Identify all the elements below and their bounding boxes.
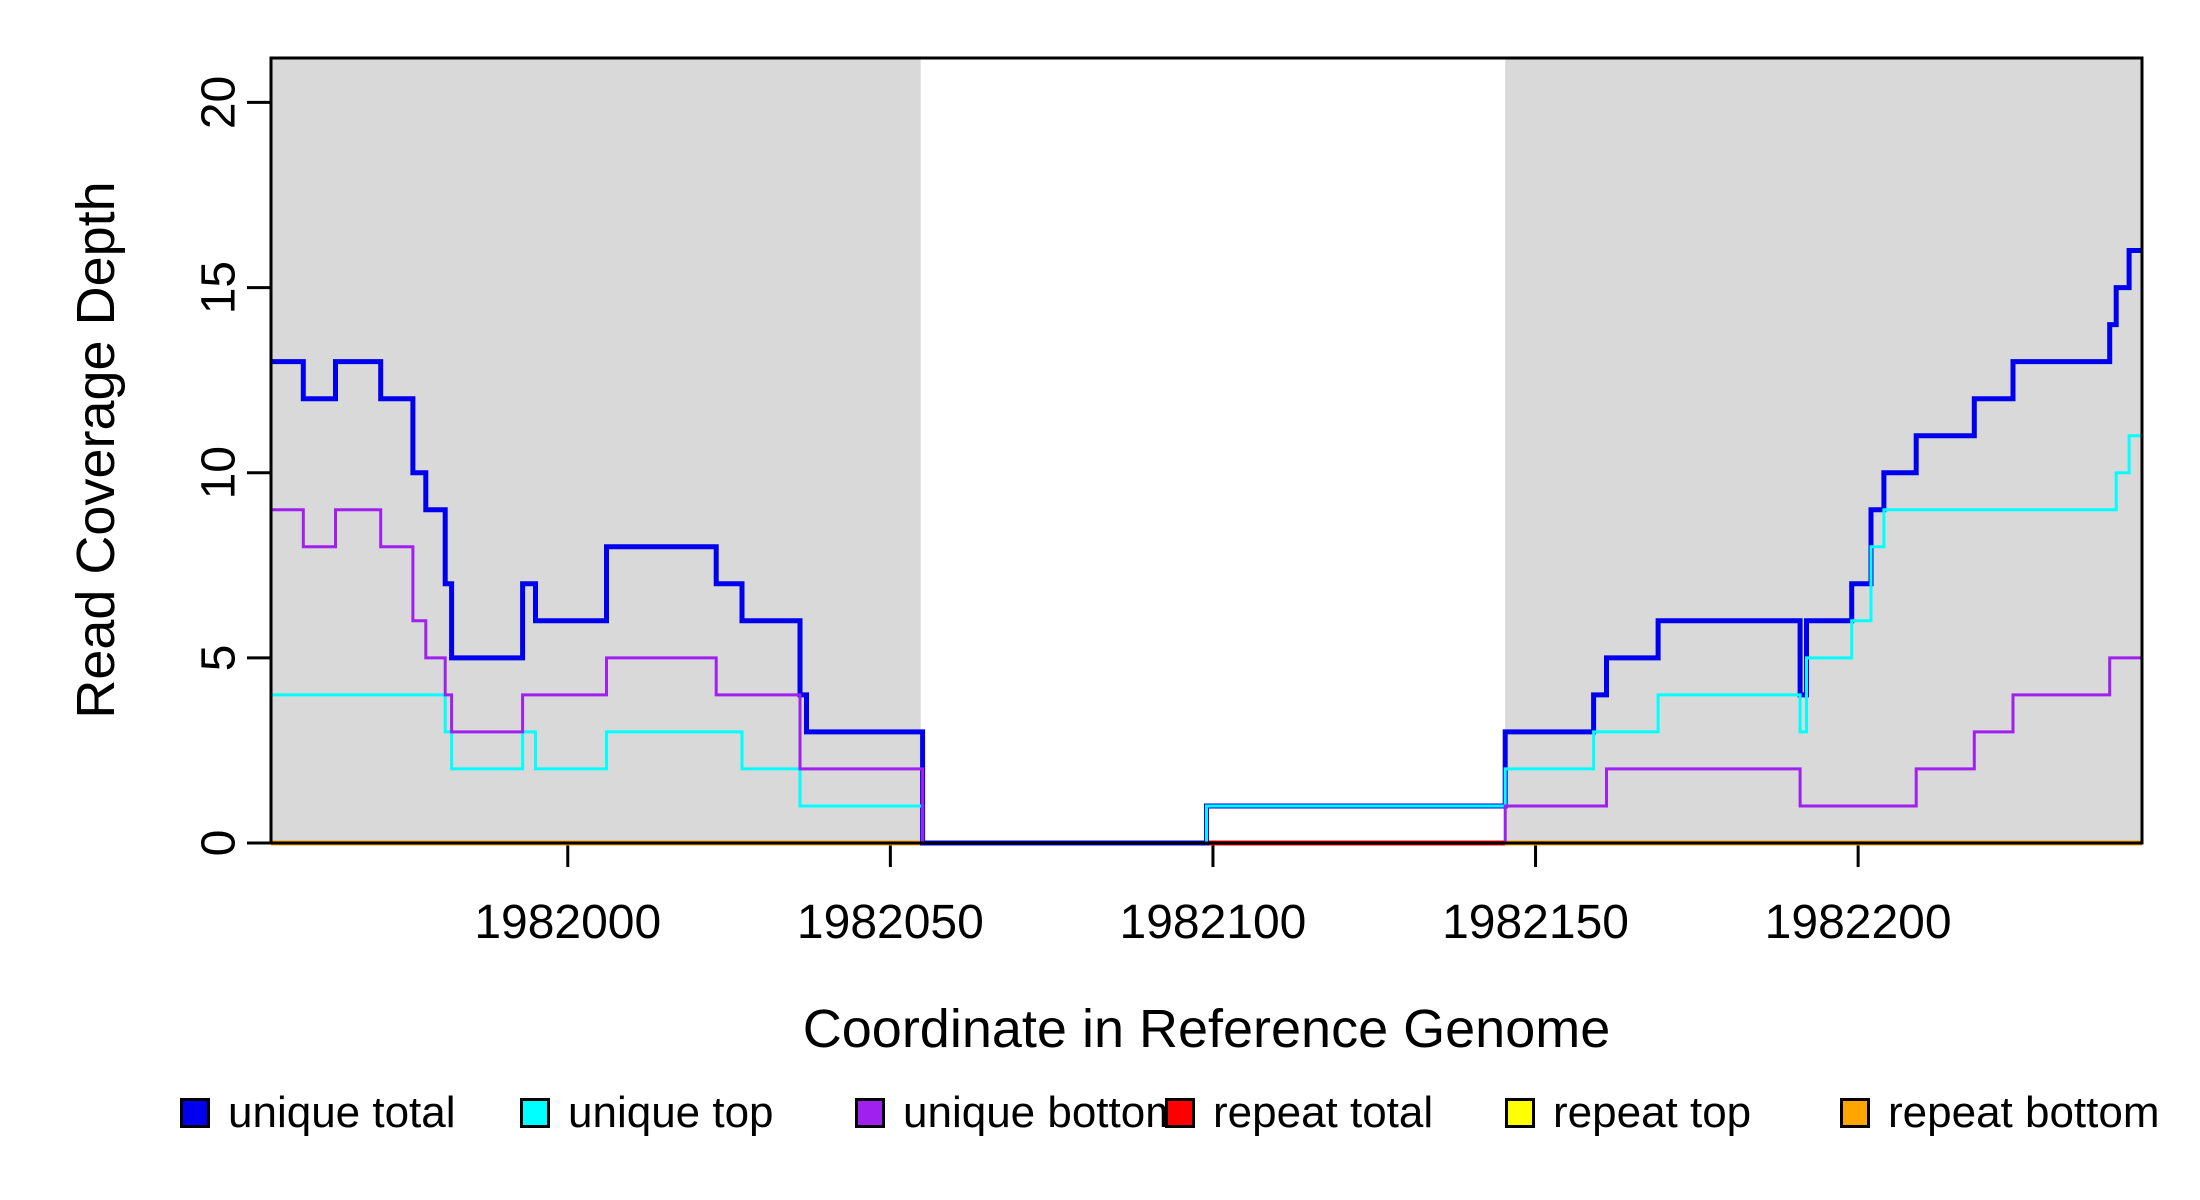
y-tick-label: 15 [193,261,246,314]
x-tick-label: 1982100 [1120,896,1307,949]
y-tick-label: 10 [193,446,246,499]
x-axis-title: Coordinate in Reference Genome [802,999,1611,1059]
y-tick-label: 20 [193,76,246,129]
y-tick-label: 0 [193,830,246,857]
x-tick-label: 1982050 [797,896,984,949]
x-tick-label: 1982150 [1442,896,1629,949]
x-tick-label: 1982200 [1765,896,1952,949]
y-tick-label: 5 [193,645,246,672]
shaded-region-1 [1505,58,2142,843]
y-axis-title: Read Coverage Depth [66,181,126,719]
plot-box [269,56,2144,845]
series-unique-bottom [271,508,2142,845]
x-tick-label: 1982000 [474,896,661,949]
series-unique-top [271,434,2142,845]
shaded-region-0 [271,58,921,843]
